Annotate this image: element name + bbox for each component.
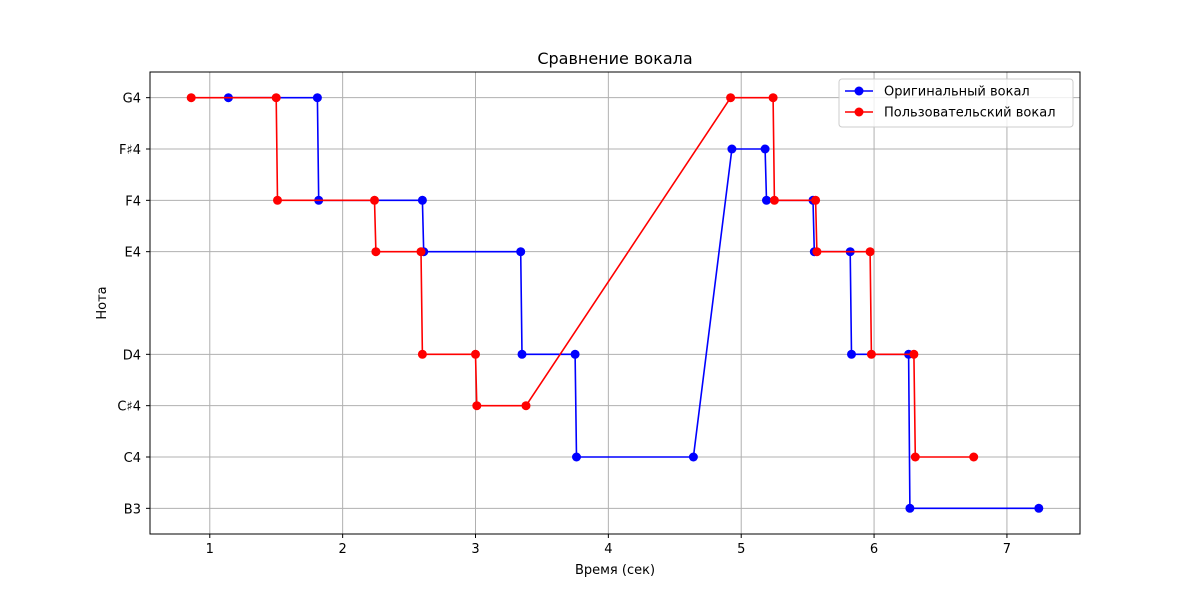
data-point <box>760 144 770 154</box>
data-point <box>416 247 426 257</box>
data-point <box>517 349 527 359</box>
data-point <box>472 401 482 411</box>
y-tick-label: F4 <box>125 194 141 209</box>
y-tick-label: B3 <box>124 502 141 517</box>
legend-marker <box>854 86 864 96</box>
x-tick-label: 4 <box>604 542 612 557</box>
data-point <box>1034 503 1044 513</box>
legend-box <box>838 78 1074 128</box>
data-point <box>969 452 979 462</box>
legend-marker <box>854 107 864 117</box>
y-axis-label: Нота <box>95 286 110 319</box>
data-point <box>417 349 427 359</box>
chart-title: Сравнение вокала <box>537 49 692 68</box>
series-2 <box>186 93 979 462</box>
y-tick-label: F♯4 <box>119 143 141 158</box>
legend-item: Пользовательский вокал <box>845 106 1056 121</box>
y-tick-label: C4 <box>124 451 141 466</box>
data-point <box>865 247 875 257</box>
data-point <box>866 349 876 359</box>
data-point <box>516 247 526 257</box>
data-point <box>521 401 531 411</box>
data-point <box>688 452 698 462</box>
data-point <box>847 349 856 359</box>
legend: Оригинальный вокал Пользовательский вокал <box>838 78 1074 128</box>
legend-label: Оригинальный вокал <box>884 85 1030 100</box>
x-tick-label: 7 <box>1003 542 1011 557</box>
data-point <box>812 247 822 257</box>
data-point <box>811 195 821 205</box>
y-tick-label: D4 <box>123 348 141 363</box>
data-point <box>768 93 778 103</box>
data-point <box>273 195 282 205</box>
data-point <box>186 93 196 103</box>
axes-frame <box>149 71 1081 535</box>
series-line <box>191 96 974 458</box>
x-axis-label: Время (сек) <box>575 563 655 578</box>
data-point <box>726 93 736 103</box>
data-point <box>471 349 480 359</box>
x-tick-label: 3 <box>471 542 479 557</box>
grid <box>150 72 1080 534</box>
x-tick-label: 2 <box>339 542 347 557</box>
x-tick-label: 5 <box>737 542 745 557</box>
data-point <box>727 144 737 154</box>
x-tick-label: 6 <box>870 542 878 557</box>
data-point <box>312 93 322 103</box>
data-point <box>909 349 919 359</box>
x-axis: 1 2 3 4 5 6 7 <box>206 534 1011 557</box>
data-point <box>910 452 920 462</box>
data-point <box>570 349 580 359</box>
series-line <box>228 96 1039 510</box>
series-1 <box>223 93 1044 513</box>
data-point <box>371 247 381 257</box>
x-tick-label: 1 <box>206 542 214 557</box>
data-point <box>271 93 281 103</box>
y-tick-label: E4 <box>125 246 142 261</box>
legend-item: Оригинальный вокал <box>845 85 1030 100</box>
y-tick-label: C♯4 <box>117 400 141 415</box>
data-point <box>572 452 581 462</box>
data-point <box>370 195 379 205</box>
y-tick-label: G4 <box>123 92 141 107</box>
data-point <box>905 503 915 513</box>
plot-area <box>186 93 1044 513</box>
y-axis: B3 C4 C♯4 D4 E4 F4 F♯4 G4 <box>117 92 150 517</box>
data-point <box>762 195 771 205</box>
legend-label: Пользовательский вокал <box>884 106 1056 121</box>
data-point <box>417 195 427 205</box>
data-point <box>769 195 779 205</box>
